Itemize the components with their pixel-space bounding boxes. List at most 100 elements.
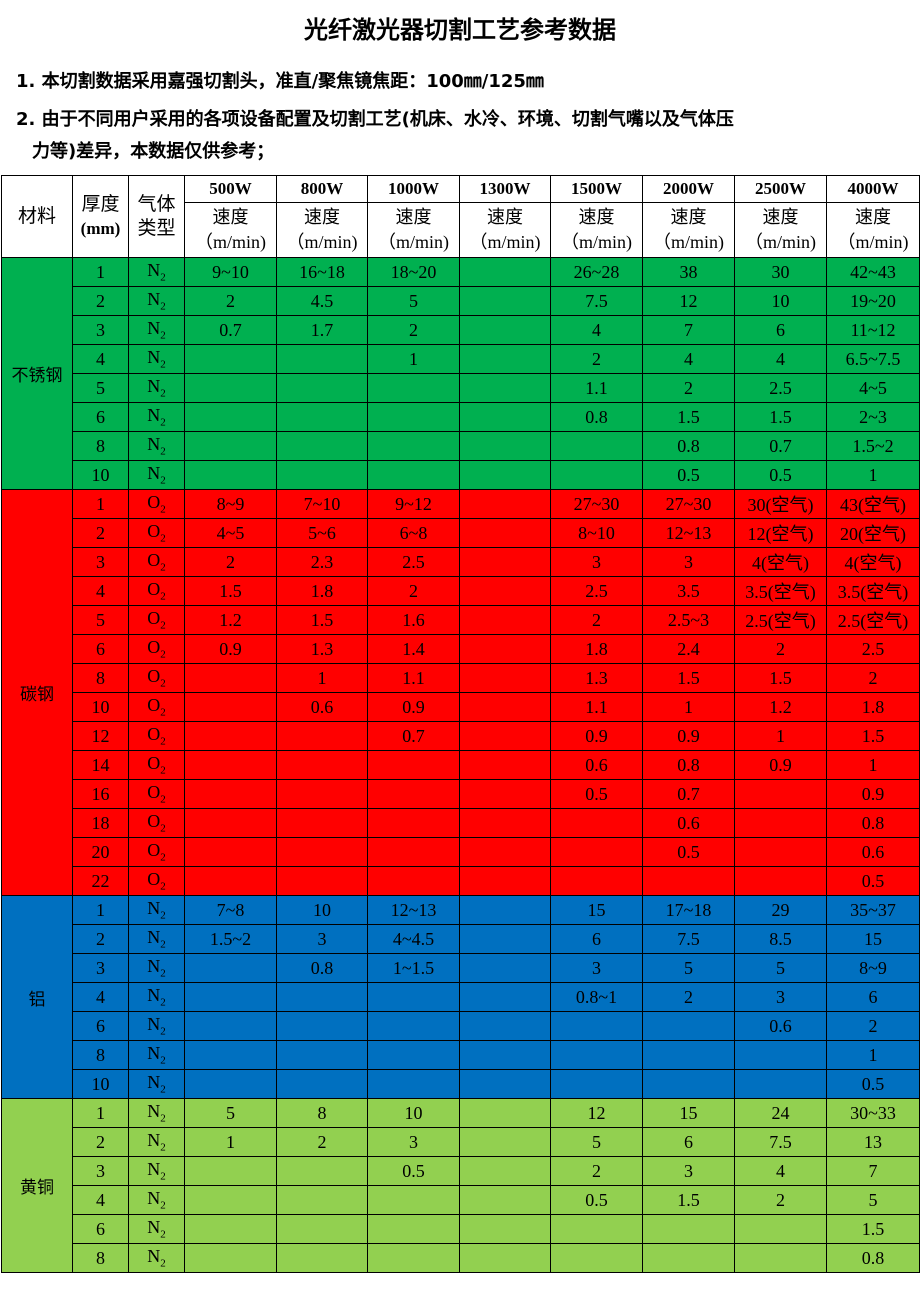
gas-subscript: 2	[160, 938, 166, 951]
speed-cell	[184, 866, 277, 896]
speed-cell: 2~3	[826, 402, 920, 432]
speed-cell: 1.2	[734, 692, 827, 722]
speed-cell	[367, 1214, 460, 1244]
thickness-cell: 3	[72, 1156, 129, 1186]
speed-cell: 2	[734, 1185, 827, 1215]
header-speed: 速度 （m/min)	[734, 202, 827, 258]
gas-subscript: 2	[160, 822, 166, 835]
gas-subscript: 2	[160, 706, 166, 719]
gas-subscript: 2	[160, 1025, 166, 1038]
speed-cell	[550, 460, 643, 490]
header-speed-unit: （m/min)	[195, 232, 266, 252]
gas-symbol: N	[147, 405, 161, 426]
speed-cell	[734, 1214, 827, 1244]
speed-cell: 2.5	[734, 373, 827, 403]
gas-subscript: 2	[160, 532, 166, 545]
speed-cell: 38	[642, 257, 735, 287]
gas-cell: O2	[128, 808, 185, 838]
speed-cell: 7	[826, 1156, 920, 1186]
thickness-cell: 16	[72, 779, 129, 809]
speed-cell: 5	[367, 286, 460, 316]
gas-cell: N2	[128, 431, 185, 461]
speed-cell	[734, 779, 827, 809]
table-row: 铝 1 N2 7~8 10 12~13 15 17~18 29 35~37	[1, 895, 920, 1099]
speed-cell	[459, 924, 551, 954]
speed-cell: 4~5	[184, 518, 277, 548]
speed-cell	[459, 1098, 551, 1128]
speed-cell	[459, 692, 551, 722]
speed-cell: 0.6	[550, 750, 643, 780]
gas-symbol: O	[147, 521, 161, 542]
table-row: 4 N2 1 2 4 4 6.5~7.5	[1, 344, 920, 374]
speed-cell: 12~13	[642, 518, 735, 548]
table-row: 碳钢 1 O2 8~9 7~10 9~12 27~30 27~30 30(空气) 43(空气)	[1, 489, 920, 896]
speed-cell	[550, 1069, 643, 1099]
speed-cell	[184, 663, 277, 693]
thickness-cell: 3	[72, 953, 129, 983]
thickness-cell: 10	[72, 460, 129, 490]
speed-cell	[276, 866, 368, 896]
gas-symbol: N	[147, 927, 161, 948]
gas-symbol: N	[147, 1159, 161, 1180]
header-material: 材料	[1, 175, 73, 258]
gas-cell: O2	[128, 518, 185, 548]
table-row: 3 O2 2 2.3 2.5 3 3 4(空气) 4(空气)	[1, 547, 920, 577]
speed-cell	[550, 1011, 643, 1041]
gas-subscript: 2	[160, 1112, 166, 1125]
table-row: 4 O2 1.5 1.8 2 2.5 3.5 3.5(空气) 3.5(空气)	[1, 576, 920, 606]
gas-cell: O2	[128, 721, 185, 751]
gas-symbol: O	[147, 782, 161, 803]
speed-cell: 8.5	[734, 924, 827, 954]
gas-cell: N2	[128, 1040, 185, 1070]
table-row: 3 N2 0.7 1.7 2 4 7 6 11~12	[1, 315, 920, 345]
speed-cell: 8	[276, 1098, 368, 1128]
header-speed-unit: （m/min)	[561, 232, 632, 252]
thickness-cell: 5	[72, 605, 129, 635]
speed-cell	[550, 1214, 643, 1244]
header-power-1000W: 1000W	[367, 175, 460, 203]
speed-cell	[459, 1214, 551, 1244]
gas-cell: O2	[128, 837, 185, 867]
speed-cell	[642, 1040, 735, 1070]
speed-cell: 4.5	[276, 286, 368, 316]
speed-cell	[184, 1156, 277, 1186]
speed-cell: 2.5	[367, 547, 460, 577]
gas-subscript: 2	[160, 329, 166, 342]
gas-symbol: N	[147, 260, 161, 281]
speed-cell	[459, 460, 551, 490]
speed-cell	[276, 982, 368, 1012]
speed-cell: 1.7	[276, 315, 368, 345]
gas-cell: N2	[128, 1185, 185, 1215]
header-gas: 气体类型	[128, 175, 185, 258]
header-speed-unit: （m/min)	[469, 232, 541, 252]
thickness-cell: 1	[72, 489, 129, 519]
gas-subscript: 2	[160, 677, 166, 690]
speed-cell: 0.7	[734, 431, 827, 461]
speed-cell	[184, 721, 277, 751]
cutting-data-table: 材料 厚度 (mm) 气体类型 500W 800W 1000W 1300W 1500W 20…	[1, 175, 920, 1273]
table-row: 3 N2 0.8 1~1.5 3 5 5 8~9	[1, 953, 920, 983]
speed-cell: 26~28	[550, 257, 643, 287]
gas-symbol: O	[147, 869, 161, 890]
speed-cell	[276, 779, 368, 809]
speed-cell: 5	[184, 1098, 277, 1128]
header-power-500W: 500W	[184, 175, 277, 203]
gas-subscript: 2	[160, 387, 166, 400]
speed-cell	[459, 373, 551, 403]
gas-subscript: 2	[160, 416, 166, 429]
thickness-cell: 4	[72, 1185, 129, 1215]
speed-cell	[642, 1214, 735, 1244]
speed-cell	[459, 1243, 551, 1273]
speed-cell: 2	[184, 547, 277, 577]
speed-cell: 6	[734, 315, 827, 345]
header-power-800W: 800W	[276, 175, 368, 203]
gas-cell: O2	[128, 489, 185, 519]
speed-cell: 2.4	[642, 634, 735, 664]
gas-subscript: 2	[160, 1170, 166, 1183]
table-row: 2 N2 1 2 3 5 6 7.5 13	[1, 1127, 920, 1157]
table-row: 20 O2 0.5 0.6	[1, 837, 920, 867]
speed-cell	[276, 373, 368, 403]
speed-cell: 5	[826, 1185, 920, 1215]
table-row: 6 N2 1.5	[1, 1214, 920, 1244]
header-speed: 速度 （m/min)	[276, 202, 368, 258]
